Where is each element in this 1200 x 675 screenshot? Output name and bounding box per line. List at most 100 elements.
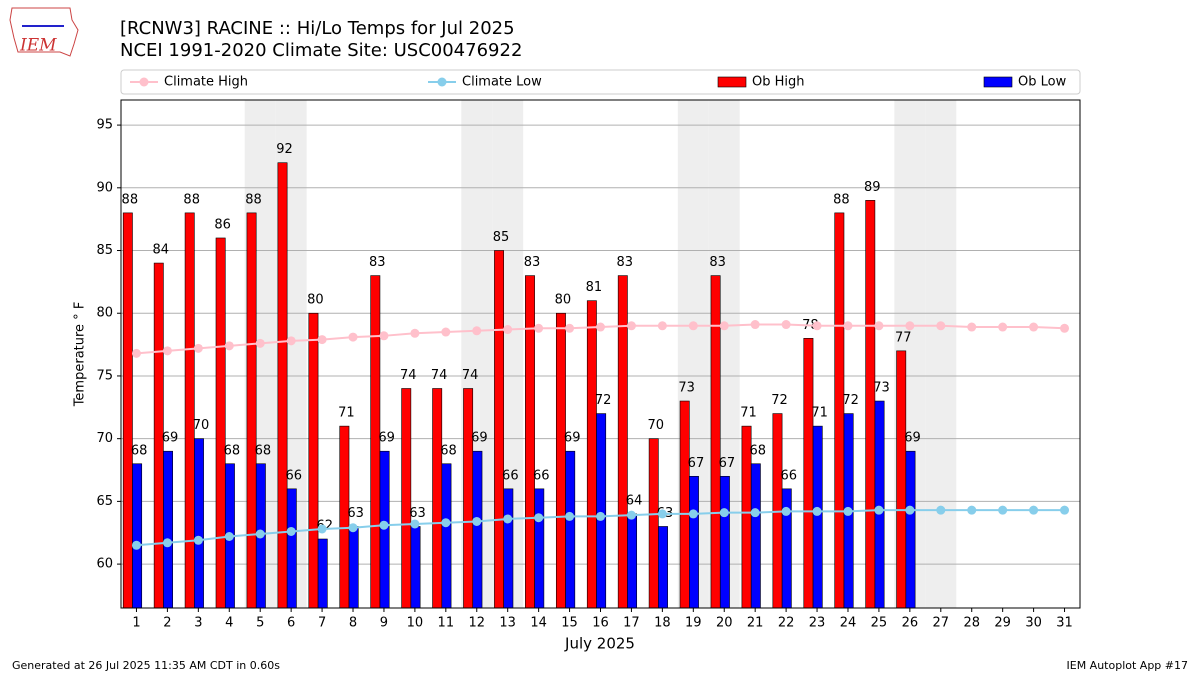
bar: [122, 212, 133, 609]
bar-value-label: 72: [842, 393, 859, 408]
x-tick-label: 18: [654, 616, 671, 631]
line-point: [905, 321, 915, 331]
line-point: [688, 509, 698, 519]
bar: [401, 388, 412, 609]
bar-value-label: 67: [719, 456, 736, 471]
bar: [803, 338, 814, 609]
bar: [463, 388, 474, 609]
line-point: [812, 321, 822, 331]
line-point: [719, 508, 729, 518]
bar: [865, 200, 876, 609]
y-tick-label: 60: [96, 557, 113, 572]
line-point: [503, 514, 513, 524]
line-point: [750, 320, 760, 330]
line-point: [131, 540, 141, 550]
bar: [896, 350, 907, 609]
x-tick-label: 11: [438, 616, 455, 631]
line-point: [596, 511, 605, 521]
x-tick-label: 12: [468, 616, 485, 631]
line-point: [1029, 322, 1039, 332]
line-point: [719, 321, 729, 331]
x-tick-label: 24: [840, 616, 857, 631]
line-point: [162, 538, 172, 548]
bar-value-label: 70: [647, 418, 664, 433]
bar-value-label: 63: [347, 506, 364, 521]
bar-value-label: 77: [895, 330, 912, 345]
x-tick-label: 31: [1056, 616, 1073, 631]
bar: [441, 463, 452, 609]
bar-value-label: 92: [276, 142, 293, 157]
bar: [648, 438, 659, 609]
line-point: [565, 511, 575, 521]
line-point: [317, 335, 327, 345]
bar: [781, 488, 792, 609]
bar-value-label: 74: [431, 368, 448, 383]
y-tick-label: 95: [96, 118, 113, 133]
bar-value-label: 72: [771, 393, 788, 408]
y-tick-label: 75: [96, 368, 113, 383]
bar-value-label: 89: [864, 180, 881, 195]
line-point: [905, 505, 915, 515]
y-tick-label: 70: [96, 431, 113, 446]
bar-value-label: 85: [493, 230, 510, 245]
y-axis-label: Temperature ° F: [73, 302, 88, 408]
x-tick-label: 28: [963, 616, 980, 631]
bar: [534, 488, 545, 609]
bar: [286, 488, 297, 609]
bar-value-label: 68: [750, 443, 767, 458]
bar: [905, 450, 916, 609]
bar: [658, 526, 668, 609]
bar: [194, 438, 204, 609]
line-point: [1060, 505, 1070, 515]
bar-value-label: 71: [338, 406, 355, 421]
bar-value-label: 68: [224, 443, 241, 458]
bar: [472, 450, 483, 609]
bar: [503, 488, 514, 609]
logo: IEM: [9, 7, 79, 57]
y-tick-label: 80: [96, 306, 113, 321]
x-tick-label: 9: [380, 616, 388, 631]
line-point: [255, 529, 265, 539]
bar-value-label: 67: [688, 456, 705, 471]
bar: [812, 425, 823, 609]
line-point: [410, 328, 420, 338]
line-point: [472, 326, 482, 336]
chart-title: [RCNW3] RACINE :: Hi/Lo Temps for Jul 20…: [120, 18, 515, 39]
line-point: [286, 526, 296, 536]
bar: [525, 275, 535, 609]
x-tick-label: 8: [349, 616, 357, 631]
bar: [555, 312, 566, 609]
legend-label: Ob Low: [1018, 75, 1067, 90]
bar-value-label: 68: [255, 443, 272, 458]
bar: [277, 162, 288, 609]
line-point: [596, 322, 605, 332]
legend-marker: [437, 77, 447, 87]
line-point: [410, 519, 420, 529]
bar-value-label: 74: [462, 368, 479, 383]
legend-swatch: [717, 76, 747, 88]
line-point: [193, 535, 203, 545]
legend-marker: [139, 77, 149, 87]
bar-value-label: 66: [286, 468, 303, 483]
bar-value-label: 69: [471, 431, 488, 446]
line-point: [967, 322, 977, 332]
bar: [596, 413, 607, 609]
line-point: [441, 518, 451, 528]
line-point: [657, 321, 667, 331]
bar-value-label: 88: [833, 192, 850, 207]
bar: [308, 312, 319, 609]
line-point: [503, 325, 513, 335]
x-tick-label: 13: [499, 616, 516, 631]
bar: [627, 513, 638, 609]
bar-value-label: 88: [122, 192, 139, 207]
line-point: [348, 332, 358, 342]
logo-text: IEM: [19, 36, 57, 56]
line-point: [843, 506, 853, 516]
bar-value-label: 70: [193, 418, 210, 433]
bar-value-label: 64: [626, 493, 643, 508]
bar-value-label: 69: [162, 431, 179, 446]
bar-value-label: 86: [214, 217, 231, 232]
line-point: [317, 524, 327, 534]
line-point: [750, 508, 760, 518]
